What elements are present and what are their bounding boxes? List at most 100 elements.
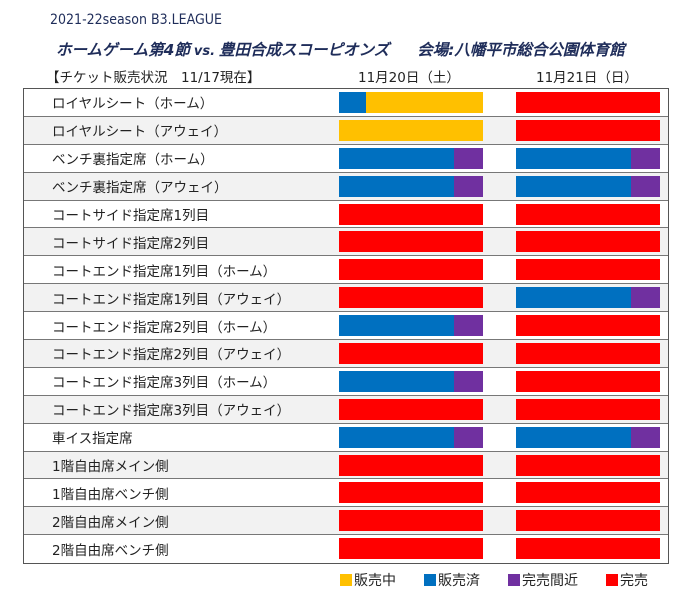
legend: 販売中 販売済 完売間近 完売 — [340, 570, 680, 590]
status-segment-soldout — [516, 343, 660, 365]
status-bar-day1 — [339, 315, 483, 337]
status-bar-day1 — [339, 175, 483, 197]
status-segment-soldout — [339, 259, 483, 281]
status-segment-soldout — [516, 538, 660, 560]
status-segment-soldout — [516, 259, 660, 281]
table-row: 1階自由席メイン側 — [24, 451, 668, 480]
legend-item: 完売間近 — [508, 570, 578, 590]
status-segment-soldout — [516, 454, 660, 476]
game-label: ホームゲーム第4節 — [56, 41, 190, 59]
status-segment-soldout — [339, 203, 483, 225]
status-bar-day1 — [339, 454, 483, 476]
table-row: ベンチ裏指定席（ホーム） — [24, 144, 668, 173]
status-segment-soldout — [339, 454, 483, 476]
legend-swatch — [508, 574, 520, 586]
status-segment-on_sale — [339, 119, 483, 141]
status-bar-day1 — [339, 231, 483, 253]
seat-label: ロイヤルシート（ホーム） — [52, 96, 214, 113]
legend-item: 完売 — [606, 570, 648, 590]
venue-label: 会場:八幡平市総合公園体育館 — [417, 41, 625, 59]
table-row: 1階自由席ベンチ側 — [24, 479, 668, 508]
status-bar-day2 — [516, 538, 660, 560]
status-segment-soldout — [339, 343, 483, 365]
status-segment-soldout — [516, 510, 660, 532]
table-row: コートエンド指定席2列目（アウェイ） — [24, 340, 668, 368]
table-row: 2階自由席ベンチ側 — [24, 535, 668, 564]
seat-label: コートエンド指定席2列目（アウェイ） — [52, 347, 291, 364]
status-segment-sold — [516, 426, 632, 448]
table-row: コートエンド指定席2列目（ホーム） — [24, 312, 668, 341]
seat-label: 車イス指定席 — [52, 431, 133, 448]
status-segment-sold — [339, 147, 455, 169]
status-segment-soldout — [516, 92, 660, 113]
status-segment-almost — [454, 147, 483, 169]
status-bar-day2 — [516, 426, 660, 448]
seat-label: コートエンド指定席1列目（ホーム） — [52, 263, 277, 280]
date-header-2: 11月21日（日） — [536, 70, 638, 86]
status-bar-day2 — [516, 510, 660, 532]
status-bar-day1 — [339, 426, 483, 448]
status-segment-soldout — [516, 231, 660, 253]
seat-label: ベンチ裏指定席（ホーム） — [52, 152, 214, 169]
status-segment-sold — [339, 175, 455, 197]
seat-label: コートエンド指定席3列目（アウェイ） — [52, 403, 291, 420]
table-row: コートサイド指定席1列目 — [24, 200, 668, 229]
status-bar-day2 — [516, 175, 660, 197]
status-bar-day1 — [339, 287, 483, 309]
legend-swatch — [424, 574, 436, 586]
status-segment-soldout — [339, 482, 483, 504]
status-segment-soldout — [516, 370, 660, 392]
status-bar-day2 — [516, 203, 660, 225]
seat-label: ベンチ裏指定席（アウェイ） — [52, 180, 228, 197]
status-bar-day2 — [516, 231, 660, 253]
status-bar-day1 — [339, 398, 483, 420]
status-segment-soldout — [516, 203, 660, 225]
seat-label: コートサイド指定席1列目 — [52, 208, 210, 224]
status-bar-day1 — [339, 538, 483, 560]
status-bar-day1 — [339, 259, 483, 281]
status-bar-day1 — [339, 510, 483, 532]
status-segment-sold — [516, 147, 632, 169]
seat-label: 2階自由席メイン側 — [52, 514, 169, 531]
status-bar-day2 — [516, 343, 660, 365]
table-row: ロイヤルシート（アウェイ） — [24, 116, 668, 145]
legend-item: 販売中 — [340, 570, 396, 590]
table-row: コートエンド指定席1列目（ホーム） — [24, 256, 668, 285]
status-bar-day2 — [516, 370, 660, 392]
seat-label: ロイヤルシート（アウェイ） — [52, 124, 228, 141]
seat-label: コートエンド指定席2列目（ホーム） — [52, 319, 277, 336]
status-segment-soldout — [339, 398, 483, 420]
status-segment-soldout — [339, 538, 483, 560]
status-bar-day1 — [339, 203, 483, 225]
status-segment-sold — [339, 315, 455, 337]
legend-label: 完売間近 — [522, 573, 578, 589]
status-segment-almost — [454, 175, 483, 197]
status-segment-almost — [454, 370, 483, 392]
status-segment-soldout — [339, 510, 483, 532]
status-segment-soldout — [339, 287, 483, 309]
status-segment-sold — [339, 426, 455, 448]
status-bar-day1 — [339, 343, 483, 365]
status-segment-sold — [339, 92, 367, 113]
table-row: コートエンド指定席3列目（アウェイ） — [24, 395, 668, 424]
legend-label: 販売中 — [354, 573, 396, 589]
seat-label: 1階自由席ベンチ側 — [52, 486, 169, 503]
seat-label: コートサイド指定席2列目 — [52, 235, 210, 252]
status-bar-day2 — [516, 315, 660, 337]
status-bar-day2 — [516, 398, 660, 420]
legend-label: 販売済 — [438, 573, 480, 589]
table-row: ベンチ裏指定席（アウェイ） — [24, 172, 668, 201]
status-bar-day2 — [516, 119, 660, 141]
status-segment-soldout — [516, 315, 660, 337]
status-bar-day1 — [339, 147, 483, 169]
status-bar-day1 — [339, 92, 483, 113]
status-segment-on_sale — [366, 92, 483, 113]
seat-label: 1階自由席メイン側 — [52, 459, 169, 476]
season-title: 2021-22season B3.LEAGUE — [50, 12, 222, 28]
legend-item: 販売済 — [424, 570, 480, 590]
status-segment-soldout — [516, 119, 660, 141]
status-segment-soldout — [339, 231, 483, 253]
legend-swatch — [340, 574, 352, 586]
legend-swatch — [606, 574, 618, 586]
table-row: ロイヤルシート（ホーム） — [24, 89, 668, 117]
